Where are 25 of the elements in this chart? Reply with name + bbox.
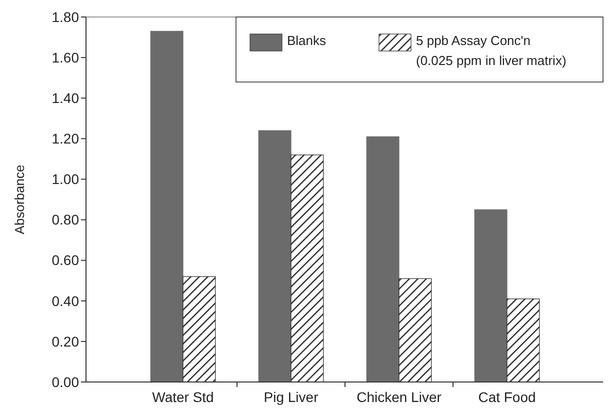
legend-label: 5 ppb Assay Conc'n (0.025 ppm in liver matrix) bbox=[416, 33, 566, 68]
bar bbox=[258, 130, 292, 382]
bar bbox=[474, 209, 508, 382]
y-tick-label: 1.60 bbox=[52, 49, 80, 66]
x-tick-label: Water Std bbox=[152, 389, 214, 405]
y-tick-label: 1.40 bbox=[52, 90, 80, 106]
y-tick-label: 0.20 bbox=[52, 333, 80, 350]
y-tick-label: 0.00 bbox=[52, 374, 80, 390]
bar bbox=[506, 298, 540, 382]
bar bbox=[182, 276, 216, 382]
y-tick-label: 1.00 bbox=[52, 171, 80, 188]
bar bbox=[366, 136, 400, 382]
y-tick-label: 1.20 bbox=[52, 130, 80, 147]
x-tick-label: Cat Food bbox=[478, 389, 536, 405]
y-axis-title: Absorbance bbox=[12, 164, 27, 234]
y-tick-label: 0.80 bbox=[52, 212, 80, 228]
legend-label: Blanks bbox=[287, 33, 327, 48]
x-tick-label: Pig Liver bbox=[264, 389, 319, 405]
y-tick-label: 1.80 bbox=[52, 8, 80, 25]
y-tick-label: 0.60 bbox=[52, 252, 80, 268]
bar bbox=[290, 154, 324, 382]
bar bbox=[150, 30, 184, 382]
x-tick-label: Chicken Liver bbox=[356, 389, 442, 405]
y-tick-label: 0.40 bbox=[52, 292, 80, 309]
bar bbox=[398, 278, 432, 382]
